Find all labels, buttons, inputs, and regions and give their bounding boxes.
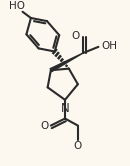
Text: O: O	[74, 141, 82, 151]
Text: O: O	[41, 121, 49, 131]
Text: OH: OH	[102, 41, 118, 51]
Polygon shape	[50, 53, 83, 72]
Text: N: N	[61, 102, 69, 115]
Text: HO: HO	[9, 1, 25, 11]
Text: O: O	[72, 31, 80, 41]
